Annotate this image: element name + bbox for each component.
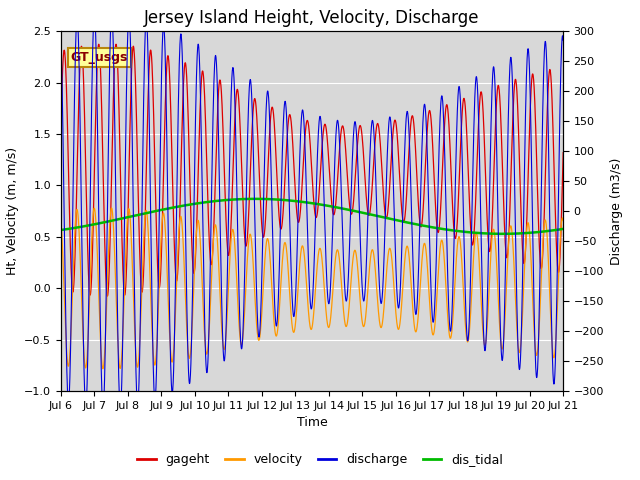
Text: GT_usgs: GT_usgs xyxy=(71,51,128,64)
Title: Jersey Island Height, Velocity, Discharge: Jersey Island Height, Velocity, Discharg… xyxy=(144,9,480,27)
Legend: gageht, velocity, discharge, dis_tidal: gageht, velocity, discharge, dis_tidal xyxy=(132,448,508,471)
X-axis label: Time: Time xyxy=(296,417,328,430)
Y-axis label: Ht, Velocity (m, m/s): Ht, Velocity (m, m/s) xyxy=(6,147,19,275)
Y-axis label: Discharge (m3/s): Discharge (m3/s) xyxy=(610,157,623,265)
